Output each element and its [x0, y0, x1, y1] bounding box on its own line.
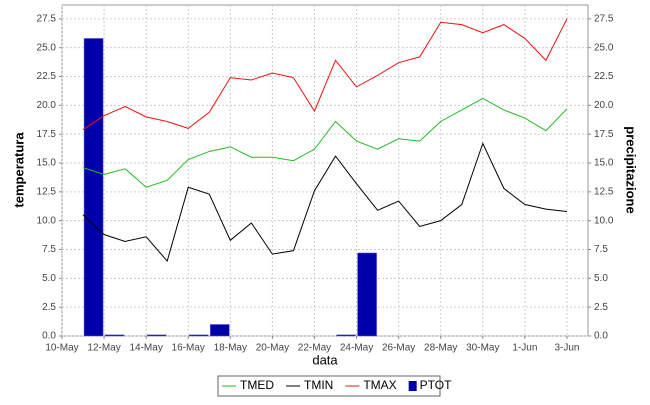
- y2-axis-title: precipitazione: [624, 126, 639, 213]
- x-tick-label: 14-May: [129, 343, 162, 354]
- bar: [357, 252, 377, 337]
- legend-label: TMAX: [363, 378, 396, 392]
- x-tick-label: 26-May: [382, 343, 415, 354]
- legend-label: PTOT: [420, 378, 452, 392]
- y2-tick-label: 20.0: [594, 100, 614, 111]
- legend-label: TMED: [240, 378, 274, 392]
- x-tick-label: 30-May: [466, 343, 499, 354]
- x-tick-label: 28-May: [424, 343, 457, 354]
- y-tick-label: 0.0: [42, 331, 56, 342]
- x-axis-title: data: [312, 352, 338, 367]
- y-tick-label: 25.0: [37, 42, 57, 53]
- y-tick-label: 10.0: [37, 215, 57, 226]
- y2-tick-label: 17.5: [594, 129, 614, 140]
- plot-area: [61, 4, 589, 337]
- y2-tick-label: 0.0: [594, 331, 608, 342]
- legend-label: TMIN: [304, 378, 333, 392]
- y2-tick-label: 27.5: [594, 13, 614, 24]
- y-tick-label: 27.5: [37, 13, 57, 24]
- bar: [210, 324, 230, 337]
- x-tick-label: 22-May: [298, 343, 331, 354]
- bar: [104, 334, 125, 337]
- y-tick-label: 22.5: [37, 71, 57, 82]
- y-tick-label: 7.5: [42, 244, 56, 255]
- y-tick-label: 12.5: [37, 186, 57, 197]
- y-tick-label: 2.5: [42, 302, 56, 313]
- y-tick-label: 17.5: [37, 129, 57, 140]
- bar: [188, 334, 209, 337]
- y-axis-title: temperatura: [11, 132, 26, 208]
- y-tick-label: 15.0: [37, 158, 57, 169]
- y2-tick-label: 5.0: [594, 273, 608, 284]
- bar: [83, 38, 104, 337]
- x-tick-label: 16-May: [172, 343, 205, 354]
- legend-swatch: [408, 381, 417, 391]
- y2-tick-label: 7.5: [594, 244, 608, 255]
- x-tick-label: 24-May: [340, 343, 373, 354]
- y2-tick-label: 2.5: [594, 302, 608, 313]
- bar: [146, 334, 167, 337]
- x-tick-label: 3-Jun: [554, 343, 579, 354]
- x-tick-label: 12-May: [87, 343, 120, 354]
- bar: [336, 334, 356, 337]
- x-tick-label: 18-May: [214, 343, 247, 354]
- x-tick-label: 20-May: [256, 343, 289, 354]
- y2-tick-label: 10.0: [594, 215, 614, 226]
- y2-tick-label: 25.0: [594, 42, 614, 53]
- line-series: [82, 142, 568, 263]
- x-tick-label: 1-Jun: [512, 343, 537, 354]
- line-series: [82, 18, 568, 130]
- legend-box: [217, 375, 441, 397]
- line-series: [82, 97, 568, 188]
- x-tick-label: 10-May: [45, 343, 78, 354]
- y-tick-label: 20.0: [37, 100, 57, 111]
- y2-tick-label: 12.5: [594, 186, 614, 197]
- y2-tick-label: 22.5: [594, 71, 614, 82]
- y2-tick-label: 15.0: [594, 158, 614, 169]
- y-tick-label: 5.0: [42, 273, 56, 284]
